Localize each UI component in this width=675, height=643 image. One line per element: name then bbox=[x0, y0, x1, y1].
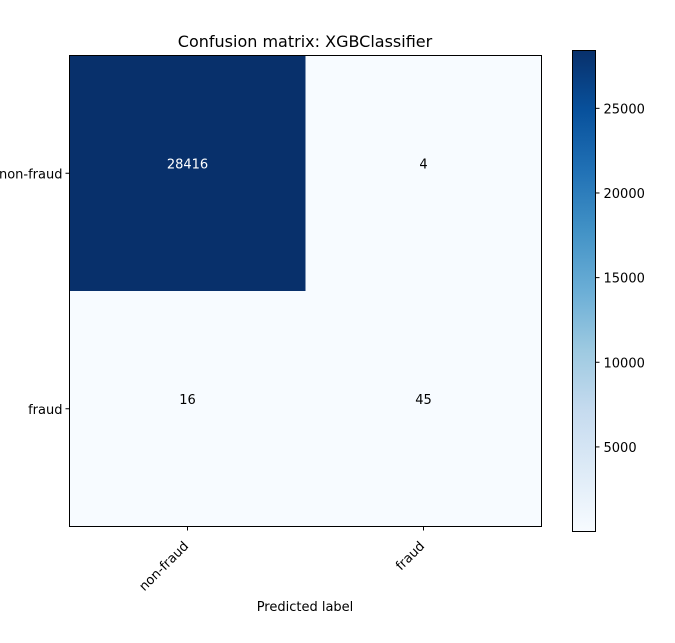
colorbar-tick-label: 5000 bbox=[604, 441, 637, 456]
y-tick-label: non-fraud bbox=[0, 167, 63, 182]
matrix-cell bbox=[69, 55, 306, 292]
x-tick-label: fraud bbox=[393, 539, 428, 574]
colorbar-tick-label: 15000 bbox=[604, 272, 645, 287]
chart-title: Confusion matrix: XGBClassifier bbox=[178, 32, 433, 51]
matrix-cell-label: 28416 bbox=[167, 157, 208, 172]
matrix-cell bbox=[305, 55, 542, 292]
plot-frame bbox=[69, 55, 542, 527]
colorbar-tick-label: 20000 bbox=[604, 187, 645, 202]
matrix-cell bbox=[69, 291, 306, 527]
matrix-cell-labels: 28416 4 16 45 bbox=[167, 157, 432, 408]
x-tick-label: non-fraud bbox=[137, 539, 193, 595]
matrix-cell bbox=[305, 291, 542, 527]
y-axis-ticks: non-fraud fraud bbox=[0, 167, 70, 418]
colorbar-tick-label: 10000 bbox=[604, 356, 645, 371]
matrix-cells bbox=[69, 55, 542, 527]
x-axis-label: Predicted label bbox=[257, 600, 354, 615]
y-tick-label: fraud bbox=[28, 403, 62, 418]
matrix-cell-label: 4 bbox=[419, 157, 427, 172]
x-axis-ticks: non-fraud fraud bbox=[137, 526, 428, 595]
matrix-cell-label: 16 bbox=[179, 393, 196, 408]
colorbar-ticks: 5000 10000 15000 20000 25000 bbox=[595, 102, 645, 456]
colorbar-tick-label: 25000 bbox=[604, 102, 645, 117]
colorbar bbox=[572, 50, 596, 532]
matrix-cell-label: 45 bbox=[415, 393, 432, 408]
